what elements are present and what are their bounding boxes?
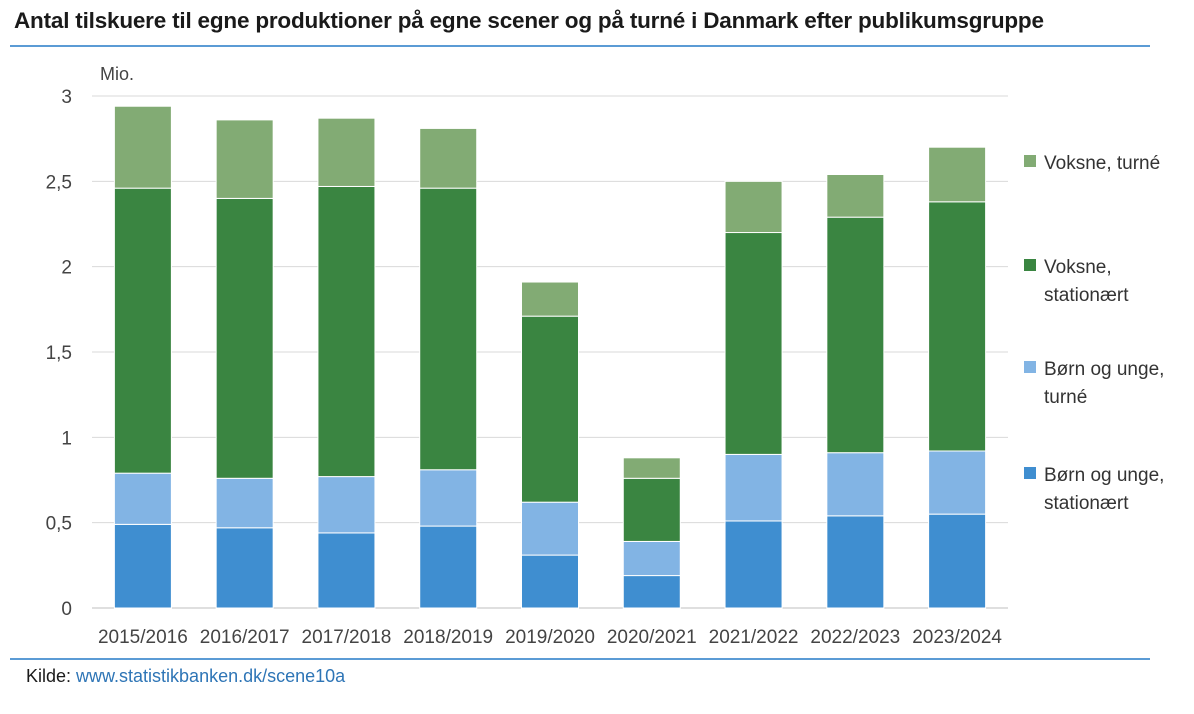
x-tick-label: 2017/2018	[302, 627, 392, 648]
legend-swatch	[1024, 361, 1036, 373]
bar-segment	[419, 187, 478, 471]
y-tick-label: 2,5	[46, 172, 72, 193]
bar-segment	[724, 180, 783, 234]
bar-segment	[724, 520, 783, 609]
bar-segment	[826, 174, 885, 218]
bar-segment	[521, 281, 579, 317]
bar-segment	[317, 476, 376, 534]
bar-segment	[928, 146, 987, 203]
source-line: Kilde: www.statistikbanken.dk/scene10a	[26, 666, 345, 687]
bar-segment	[928, 201, 987, 452]
y-axis-tick-labels: 0 0,5 1 1,5 2 2,5 3	[46, 87, 72, 620]
x-tick-label: 2021/2022	[709, 627, 799, 648]
bar-segment	[521, 554, 579, 609]
bar-segment	[215, 119, 274, 199]
bar-segment	[419, 127, 478, 189]
bar-segment	[215, 527, 274, 609]
x-tick-label: 2019/2020	[505, 627, 595, 648]
bar-segment	[215, 197, 274, 479]
y-tick-label: 2	[61, 258, 72, 279]
bar-segment	[317, 185, 376, 478]
y-tick-label: 0,5	[46, 514, 72, 535]
x-axis-tick-labels: 2015/2016 2016/2017 2017/2018 2018/2019 2019…	[98, 627, 1002, 648]
x-tick-label: 2015/2016	[98, 627, 188, 648]
bar-segment	[419, 525, 478, 609]
source-divider	[10, 658, 1150, 660]
bar-segment	[928, 450, 987, 515]
legend-label: Voksne, turné	[1044, 153, 1161, 174]
bar-segment	[826, 216, 885, 454]
y-tick-label: 1	[61, 428, 72, 449]
x-tick-label: 2023/2024	[912, 627, 1002, 648]
y-tick-label: 0	[61, 599, 72, 620]
y-axis-unit-label: Mio.	[100, 64, 135, 84]
legend-swatch	[1024, 259, 1036, 271]
bar-segment	[521, 315, 579, 503]
bar-segment	[419, 469, 478, 527]
bar-segment	[317, 532, 376, 609]
bar-segment	[724, 232, 783, 455]
source-prefix: Kilde:	[26, 666, 77, 686]
x-tick-label: 2020/2021	[607, 627, 697, 648]
bar-segment	[113, 187, 172, 474]
bar-stacks	[113, 105, 987, 609]
y-tick-label: 1,5	[46, 343, 72, 364]
x-tick-label: 2016/2017	[200, 627, 290, 648]
source-link[interactable]: www.statistikbanken.dk/scene10a	[76, 666, 346, 686]
legend-label: Børn og unge, stationært	[1044, 465, 1165, 514]
legend-label: Voksne, stationært	[1044, 257, 1129, 306]
bar-segment	[215, 477, 274, 529]
title-divider	[10, 45, 1150, 47]
bar-segment	[622, 477, 681, 542]
y-tick-label: 3	[61, 87, 72, 108]
bar-segment	[724, 453, 783, 522]
bar-segment	[622, 540, 681, 577]
bar-segment	[928, 513, 987, 609]
legend-label: Børn og unge, turné	[1044, 359, 1165, 408]
bar-segment	[622, 457, 681, 479]
bar-segment	[622, 575, 681, 609]
bar-segment	[113, 472, 172, 525]
bar-segment	[826, 515, 885, 609]
legend-swatch	[1024, 155, 1036, 167]
bar-segment	[113, 105, 172, 189]
x-tick-label: 2018/2019	[403, 627, 493, 648]
legend-swatch	[1024, 467, 1036, 479]
bar-segment	[317, 117, 376, 187]
bar-segment	[113, 523, 172, 609]
bar-segment	[826, 452, 885, 517]
x-tick-label: 2022/2023	[810, 627, 900, 648]
bar-segment	[521, 501, 579, 556]
chart-title: Antal tilskuere til egne produktioner på…	[14, 8, 1044, 33]
